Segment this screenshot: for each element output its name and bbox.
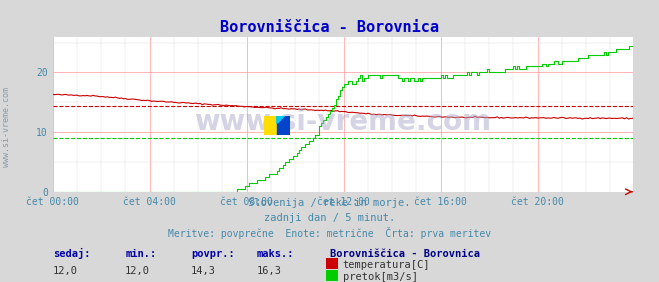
Text: min.:: min.: bbox=[125, 249, 156, 259]
Polygon shape bbox=[277, 116, 290, 135]
Text: www.si-vreme.com: www.si-vreme.com bbox=[194, 108, 491, 136]
Text: sedaj:: sedaj: bbox=[53, 248, 90, 259]
Text: 12,0: 12,0 bbox=[125, 266, 150, 276]
Text: pretok[m3/s]: pretok[m3/s] bbox=[343, 272, 418, 282]
Text: povpr.:: povpr.: bbox=[191, 249, 235, 259]
Polygon shape bbox=[277, 116, 285, 124]
Text: 16,3: 16,3 bbox=[257, 266, 282, 276]
Text: Borovniščica - Borovnica: Borovniščica - Borovnica bbox=[220, 20, 439, 35]
Text: zadnji dan / 5 minut.: zadnji dan / 5 minut. bbox=[264, 213, 395, 223]
Text: Meritve: povprečne  Enote: metrične  Črta: prva meritev: Meritve: povprečne Enote: metrične Črta:… bbox=[168, 227, 491, 239]
Text: 12,0: 12,0 bbox=[53, 266, 78, 276]
Text: www.si-vreme.com: www.si-vreme.com bbox=[2, 87, 11, 167]
Text: maks.:: maks.: bbox=[257, 249, 295, 259]
Text: 14,3: 14,3 bbox=[191, 266, 216, 276]
Bar bbox=[264, 116, 277, 135]
Text: Slovenija / reke in morje.: Slovenija / reke in morje. bbox=[248, 198, 411, 208]
Text: temperatura[C]: temperatura[C] bbox=[343, 260, 430, 270]
Text: Borovniščica - Borovnica: Borovniščica - Borovnica bbox=[330, 249, 480, 259]
